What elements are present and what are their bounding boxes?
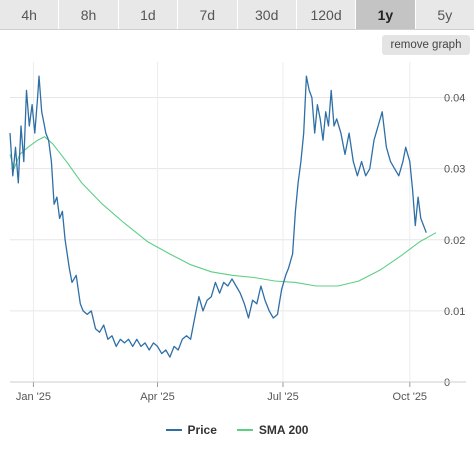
tab-5y[interactable]: 5y [437,6,453,23]
series-layer [9,75,437,358]
tab-8h[interactable]: 8h [59,0,119,29]
tab-1d[interactable]: 1d [119,0,179,29]
legend-label-price: Price [187,423,217,437]
x-tick-label: Jul '25 [267,391,298,403]
tab-30d[interactable]: 30d [238,0,297,29]
y-tick-label: 0.01 [444,306,465,318]
remove-graph-button[interactable]: remove graph [382,35,470,55]
y-tick-label: 0 [444,377,450,389]
tab-4h[interactable]: 4h [0,0,60,29]
range-tabs: 4h 8h 1d 7d 30d 120d 1y 5y [0,0,474,30]
series-line-sma-200 [9,136,437,287]
price-chart: 0 0.01 0.02 0.03 0.04 Jan '25 Apr '25 Jul '25 Oc… [9,62,466,403]
axes: 0 0.01 0.02 0.03 0.04 Jan '25 Apr '25 Jul '25 Oc… [10,93,466,403]
legend-swatch-sma-200 [236,429,253,431]
y-tick-label: 0.03 [444,164,465,176]
legend-item-price[interactable]: Price [165,423,217,437]
legend-label-sma-200: SMA 200 [258,423,309,437]
y-tick-label: 0.04 [444,93,465,105]
tab-120d[interactable]: 120d [297,0,357,29]
tab-7d[interactable]: 7d [178,0,238,29]
x-tick-label: Oct '25 [393,391,428,403]
legend-swatch-price [165,429,182,431]
grid-lines [10,62,466,383]
x-tick-label: Apr '25 [140,391,175,403]
chart-legend: Price SMA 200 [0,420,474,440]
y-tick-label: 0.02 [444,235,465,247]
x-tick-label: Jan '25 [16,391,51,403]
tab-1y[interactable]: 1y [356,0,416,29]
legend-item-sma-200[interactable]: SMA 200 [236,423,309,437]
series-line-price [9,75,427,358]
